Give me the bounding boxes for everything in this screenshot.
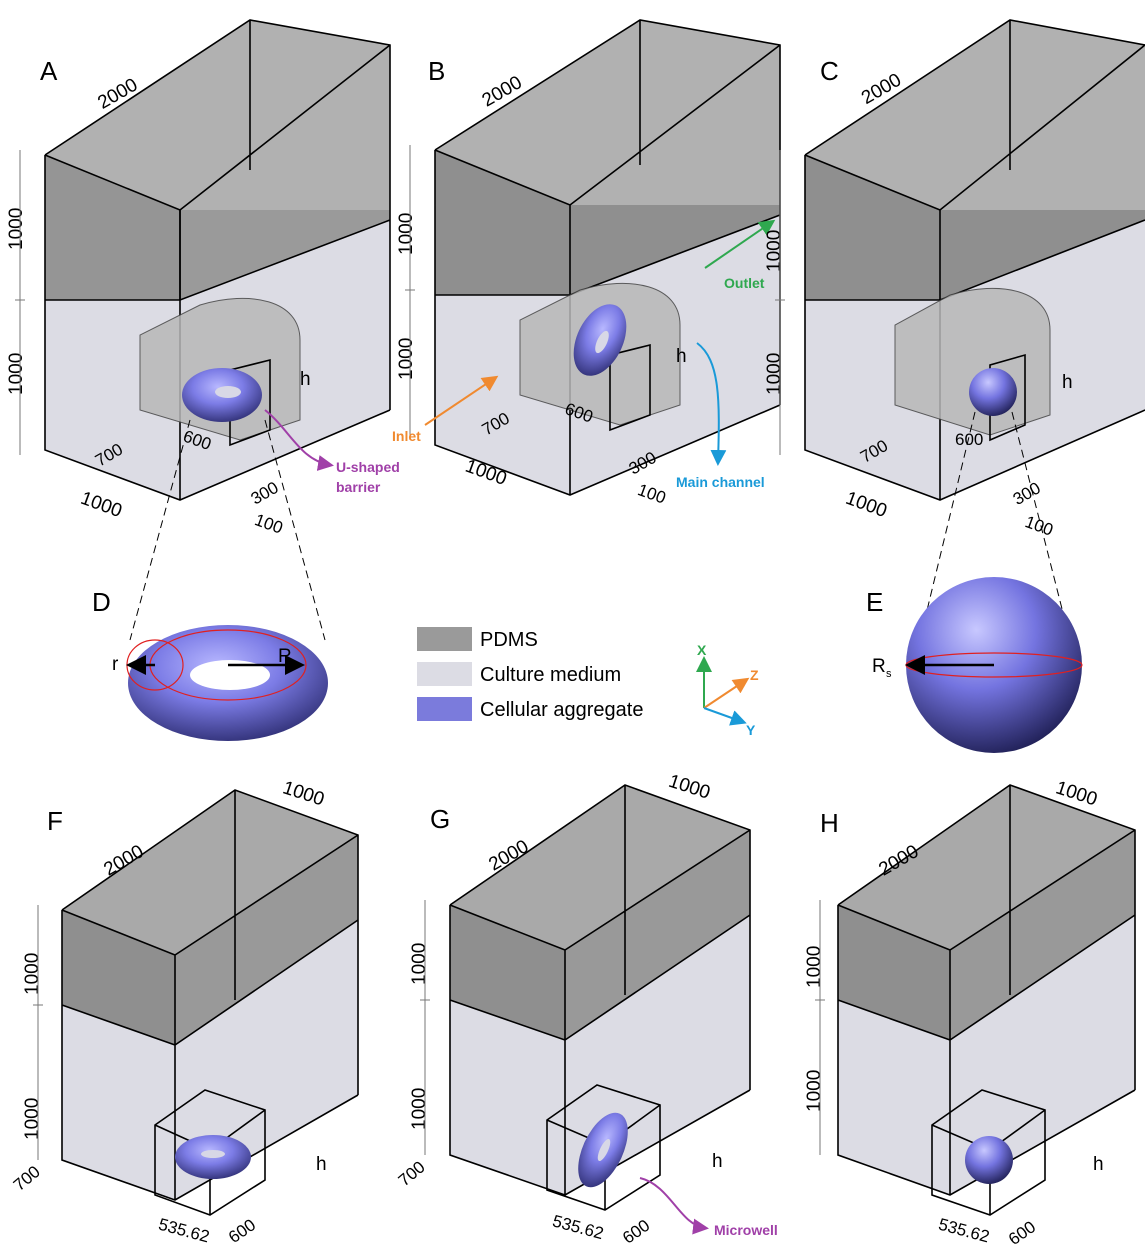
dim-f-600: 600 bbox=[225, 1215, 259, 1247]
torus-aggregate-a bbox=[182, 368, 262, 422]
callout-microwell: Microwell bbox=[714, 1222, 778, 1238]
panel-label-d: D bbox=[92, 587, 111, 617]
sphere-Rs-sub: s bbox=[886, 668, 892, 680]
callout-outlet: Outlet bbox=[724, 275, 765, 291]
legend: PDMS Culture medium Cellular aggregate bbox=[417, 627, 643, 721]
dim-a-1000-upper: 1000 bbox=[6, 208, 27, 250]
panel-d: D r R bbox=[92, 587, 328, 741]
axis-z-label: Z bbox=[750, 667, 759, 683]
sphere-aggregate-h bbox=[965, 1136, 1013, 1184]
panel-c: C 2000 1000 1000 1000 700 600 300 100 h bbox=[764, 19, 1145, 661]
axes-triad: X Z Y bbox=[696, 642, 759, 738]
dim-g-1000-lower: 1000 bbox=[409, 1088, 430, 1130]
dim-h-535: 535.62 bbox=[936, 1215, 991, 1247]
dim-g-700: 700 bbox=[395, 1157, 429, 1190]
legend-swatch-pdms bbox=[417, 627, 472, 651]
legend-medium: Culture medium bbox=[480, 664, 621, 686]
dim-b-1000-upper: 1000 bbox=[396, 213, 417, 255]
panel-label-e: E bbox=[866, 587, 883, 617]
torus-R-label: R bbox=[278, 646, 292, 667]
legend-pdms: PDMS bbox=[480, 629, 538, 651]
dim-a-h: h bbox=[300, 369, 311, 390]
panel-g: G 2000 1000 1000 1000 700 535.62 600 h M… bbox=[395, 771, 778, 1248]
panel-h: H 2000 1000 1000 1000 535.62 600 h bbox=[804, 777, 1136, 1249]
axis-x-label: X bbox=[697, 642, 707, 658]
panel-label-c: C bbox=[820, 56, 839, 86]
dim-g-600: 600 bbox=[619, 1216, 653, 1248]
dim-h-1000-lower: 1000 bbox=[804, 1070, 825, 1112]
panel-f: F 2000 1000 1000 1000 700 535.62 600 h bbox=[10, 777, 359, 1247]
dim-f-535: 535.62 bbox=[156, 1215, 211, 1247]
pdms-block-top bbox=[45, 20, 390, 210]
dim-a-100: 100 bbox=[252, 510, 285, 538]
dim-b-h: h bbox=[676, 346, 687, 367]
panel-e: E R s bbox=[866, 577, 1083, 753]
torus-r-label: r bbox=[112, 654, 119, 675]
panel-label-h: H bbox=[820, 808, 839, 838]
callout-main-channel: Main channel bbox=[676, 474, 765, 490]
dim-f-h: h bbox=[316, 1154, 327, 1175]
axis-y-label: Y bbox=[746, 722, 756, 738]
torus-aggregate-b bbox=[573, 304, 627, 376]
callout-u-barrier-2: barrier bbox=[336, 479, 381, 495]
panel-label-g: G bbox=[430, 804, 450, 834]
callout-u-barrier-1: U-shaped bbox=[336, 459, 400, 475]
dim-c-600: 600 bbox=[955, 430, 983, 449]
panel-b: B 2000 1000 1000 1000 700 600 300 100 h … bbox=[392, 19, 781, 508]
panel-a: A 2000 1000 1000 1000 700 600 300 100 h … bbox=[6, 19, 400, 641]
dim-f-700: 700 bbox=[10, 1162, 44, 1195]
dim-h-h: h bbox=[1093, 1154, 1104, 1175]
panel-label-f: F bbox=[47, 806, 63, 836]
sphere-Rs-label: R bbox=[872, 656, 886, 677]
torus-aggregate-g bbox=[578, 1112, 628, 1188]
dim-c-1000-upper: 1000 bbox=[764, 230, 785, 272]
dim-g-535: 535.62 bbox=[550, 1211, 605, 1243]
dim-c-300: 300 bbox=[1010, 478, 1044, 509]
callout-inlet: Inlet bbox=[392, 428, 421, 444]
dim-g-1000-upper: 1000 bbox=[409, 943, 430, 985]
dim-c-h: h bbox=[1062, 372, 1073, 393]
dim-h-600: 600 bbox=[1005, 1217, 1039, 1249]
dim-a-1000-lower: 1000 bbox=[6, 353, 27, 395]
dim-f-1000-lower: 1000 bbox=[22, 1098, 43, 1140]
sphere-aggregate-c bbox=[969, 368, 1017, 416]
dim-b-1000-lower: 1000 bbox=[396, 338, 417, 380]
torus-aggregate-f bbox=[175, 1135, 251, 1179]
dim-f-1000-upper: 1000 bbox=[22, 953, 43, 995]
dim-a-1000-bottom: 1000 bbox=[78, 488, 125, 522]
dim-b-100: 100 bbox=[635, 480, 668, 508]
dim-g-h: h bbox=[712, 1151, 723, 1172]
legend-swatch-aggregate bbox=[417, 697, 472, 721]
dim-c-100: 100 bbox=[1023, 512, 1056, 540]
panel-label-b: B bbox=[428, 56, 445, 86]
panel-label-a: A bbox=[40, 56, 58, 86]
dim-h-1000-upper: 1000 bbox=[804, 946, 825, 988]
dim-c-1000-bottom: 1000 bbox=[843, 488, 890, 522]
legend-aggregate: Cellular aggregate bbox=[480, 699, 643, 721]
dim-g-1000-top: 1000 bbox=[666, 771, 713, 804]
dim-c-1000-lower: 1000 bbox=[764, 353, 785, 395]
legend-swatch-medium bbox=[417, 662, 472, 686]
dim-a-300: 300 bbox=[248, 478, 282, 509]
dim-f-1000-top: 1000 bbox=[280, 777, 327, 810]
